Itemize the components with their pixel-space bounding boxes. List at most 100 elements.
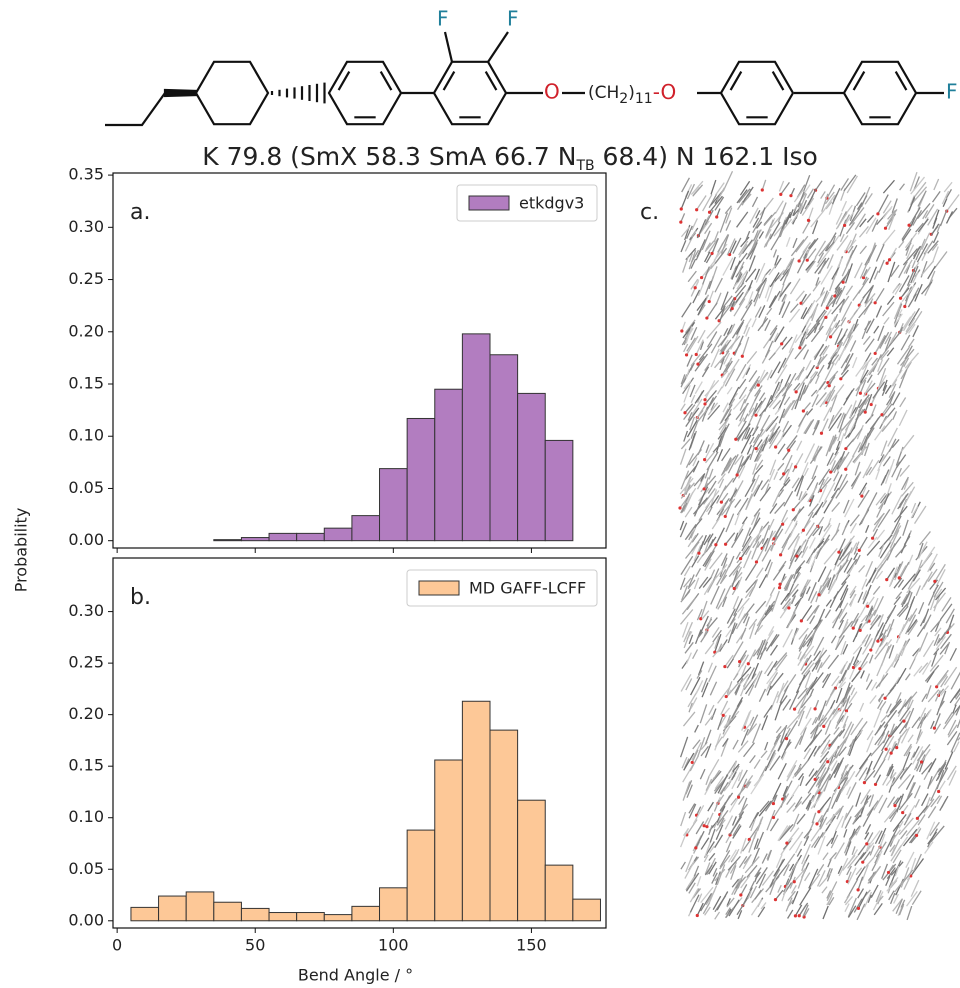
- molecule-stick: [794, 550, 803, 563]
- molecule-stick: [703, 617, 713, 637]
- panel-label: a.: [130, 200, 150, 225]
- molecule-stick: [933, 581, 944, 598]
- molecule-stick: [829, 406, 843, 425]
- molecule-stick: [794, 536, 801, 547]
- molecule-stick: [875, 622, 885, 637]
- molecule-stick: [862, 591, 870, 605]
- molecule-stick: [877, 509, 891, 528]
- molecule-stick: [735, 613, 747, 630]
- molecule-stick: [861, 356, 873, 371]
- molecule-stick: [893, 577, 903, 589]
- oxygen-atom: [824, 315, 828, 319]
- molecule-stick: [725, 207, 733, 224]
- oxygen-atom: [866, 604, 870, 608]
- molecule-stick: [686, 183, 696, 200]
- molecule-stick: [686, 784, 693, 798]
- molecule-stick: [735, 420, 747, 440]
- molecule-stick: [751, 527, 764, 544]
- molecule-stick: [697, 893, 703, 903]
- molecule-stick: [891, 494, 903, 515]
- molecule-stick: [722, 585, 732, 603]
- molecule-stick: [705, 451, 716, 464]
- molecule-stick: [722, 725, 731, 739]
- atom-label: F: [437, 7, 449, 31]
- molecule-stick: [866, 607, 874, 624]
- molecule-stick: [692, 289, 701, 304]
- molecule-stick: [907, 293, 917, 308]
- molecule-stick: [836, 334, 846, 345]
- molecule-stick: [770, 634, 780, 647]
- molecule-stick: [821, 739, 831, 755]
- molecule-stick: [889, 769, 895, 779]
- molecule-stick: [738, 654, 747, 666]
- legend-label: etkdgv3: [519, 194, 584, 213]
- oxygen-atom: [784, 737, 789, 741]
- oxygen-atom: [789, 194, 793, 198]
- molecule-stick: [720, 738, 729, 757]
- molecule-stick: [905, 614, 917, 635]
- molecule-stick: [881, 384, 888, 397]
- x-tick-label: 150: [516, 936, 547, 955]
- molecule-stick: [873, 902, 883, 916]
- molecule-stick: [728, 760, 738, 773]
- molecule-stick: [714, 277, 723, 293]
- molecule-stick: [861, 637, 873, 655]
- molecule-stick: [902, 751, 911, 771]
- molecule-stick: [947, 724, 958, 738]
- molecule-stick: [932, 231, 940, 244]
- molecule-stick: [679, 522, 688, 538]
- molecule-stick: [768, 625, 775, 637]
- histogram-bar: [296, 912, 325, 922]
- molecule-stick: [836, 258, 843, 269]
- molecule-stick: [708, 704, 715, 716]
- molecule-stick: [912, 569, 921, 582]
- molecule-stick: [700, 892, 713, 912]
- molecule-stick: [812, 537, 825, 554]
- molecule-stick: [795, 674, 806, 694]
- molecule-stick: [680, 811, 687, 827]
- histogram-bar: [185, 891, 215, 922]
- oxygen-atom: [773, 898, 778, 902]
- molecule-stick: [706, 302, 718, 319]
- molecule-stick: [845, 222, 856, 235]
- molecule-stick: [725, 532, 736, 545]
- molecule-stick: [801, 843, 811, 865]
- molecule-stick: [700, 600, 708, 619]
- molecule-stick: [806, 323, 817, 336]
- molecule-stick: [686, 819, 698, 836]
- molecule-stick: [720, 553, 728, 567]
- molecule-stick: [679, 828, 689, 848]
- molecule-stick: [872, 750, 884, 770]
- molecule-stick: [780, 739, 791, 759]
- molecule-stick: [817, 252, 825, 264]
- molecule-stick: [805, 629, 814, 641]
- molecule-stick: [679, 448, 687, 465]
- molecule-stick: [798, 634, 808, 650]
- molecule-stick: [794, 840, 803, 854]
- histogram-bar: [517, 392, 546, 542]
- molecule-stick: [872, 585, 881, 595]
- molecule-stick: [805, 799, 812, 810]
- molecule-stick: [879, 534, 893, 550]
- molecule-stick: [923, 798, 935, 814]
- molecule-stick: [782, 698, 792, 711]
- molecule-stick: [824, 362, 835, 381]
- molecule-stick: [813, 343, 825, 361]
- molecule-stick: [721, 362, 731, 376]
- molecule-stick: [886, 644, 892, 654]
- molecule-stick: [732, 763, 740, 772]
- molecule-stick: [774, 501, 786, 515]
- molecule-stick: [903, 590, 911, 605]
- molecule-stick: [731, 260, 741, 280]
- molecule-stick: [791, 890, 799, 905]
- molecule-stick: [814, 375, 820, 384]
- molecule-stick: [854, 541, 860, 551]
- molecule-stick: [713, 800, 720, 812]
- molecule-stick: [880, 440, 888, 457]
- molecule-stick: [711, 238, 719, 254]
- molecule-stick: [864, 285, 874, 304]
- molecule-stick: [933, 633, 940, 647]
- molecule-stick: [823, 547, 838, 565]
- molecule-stick: [898, 817, 914, 836]
